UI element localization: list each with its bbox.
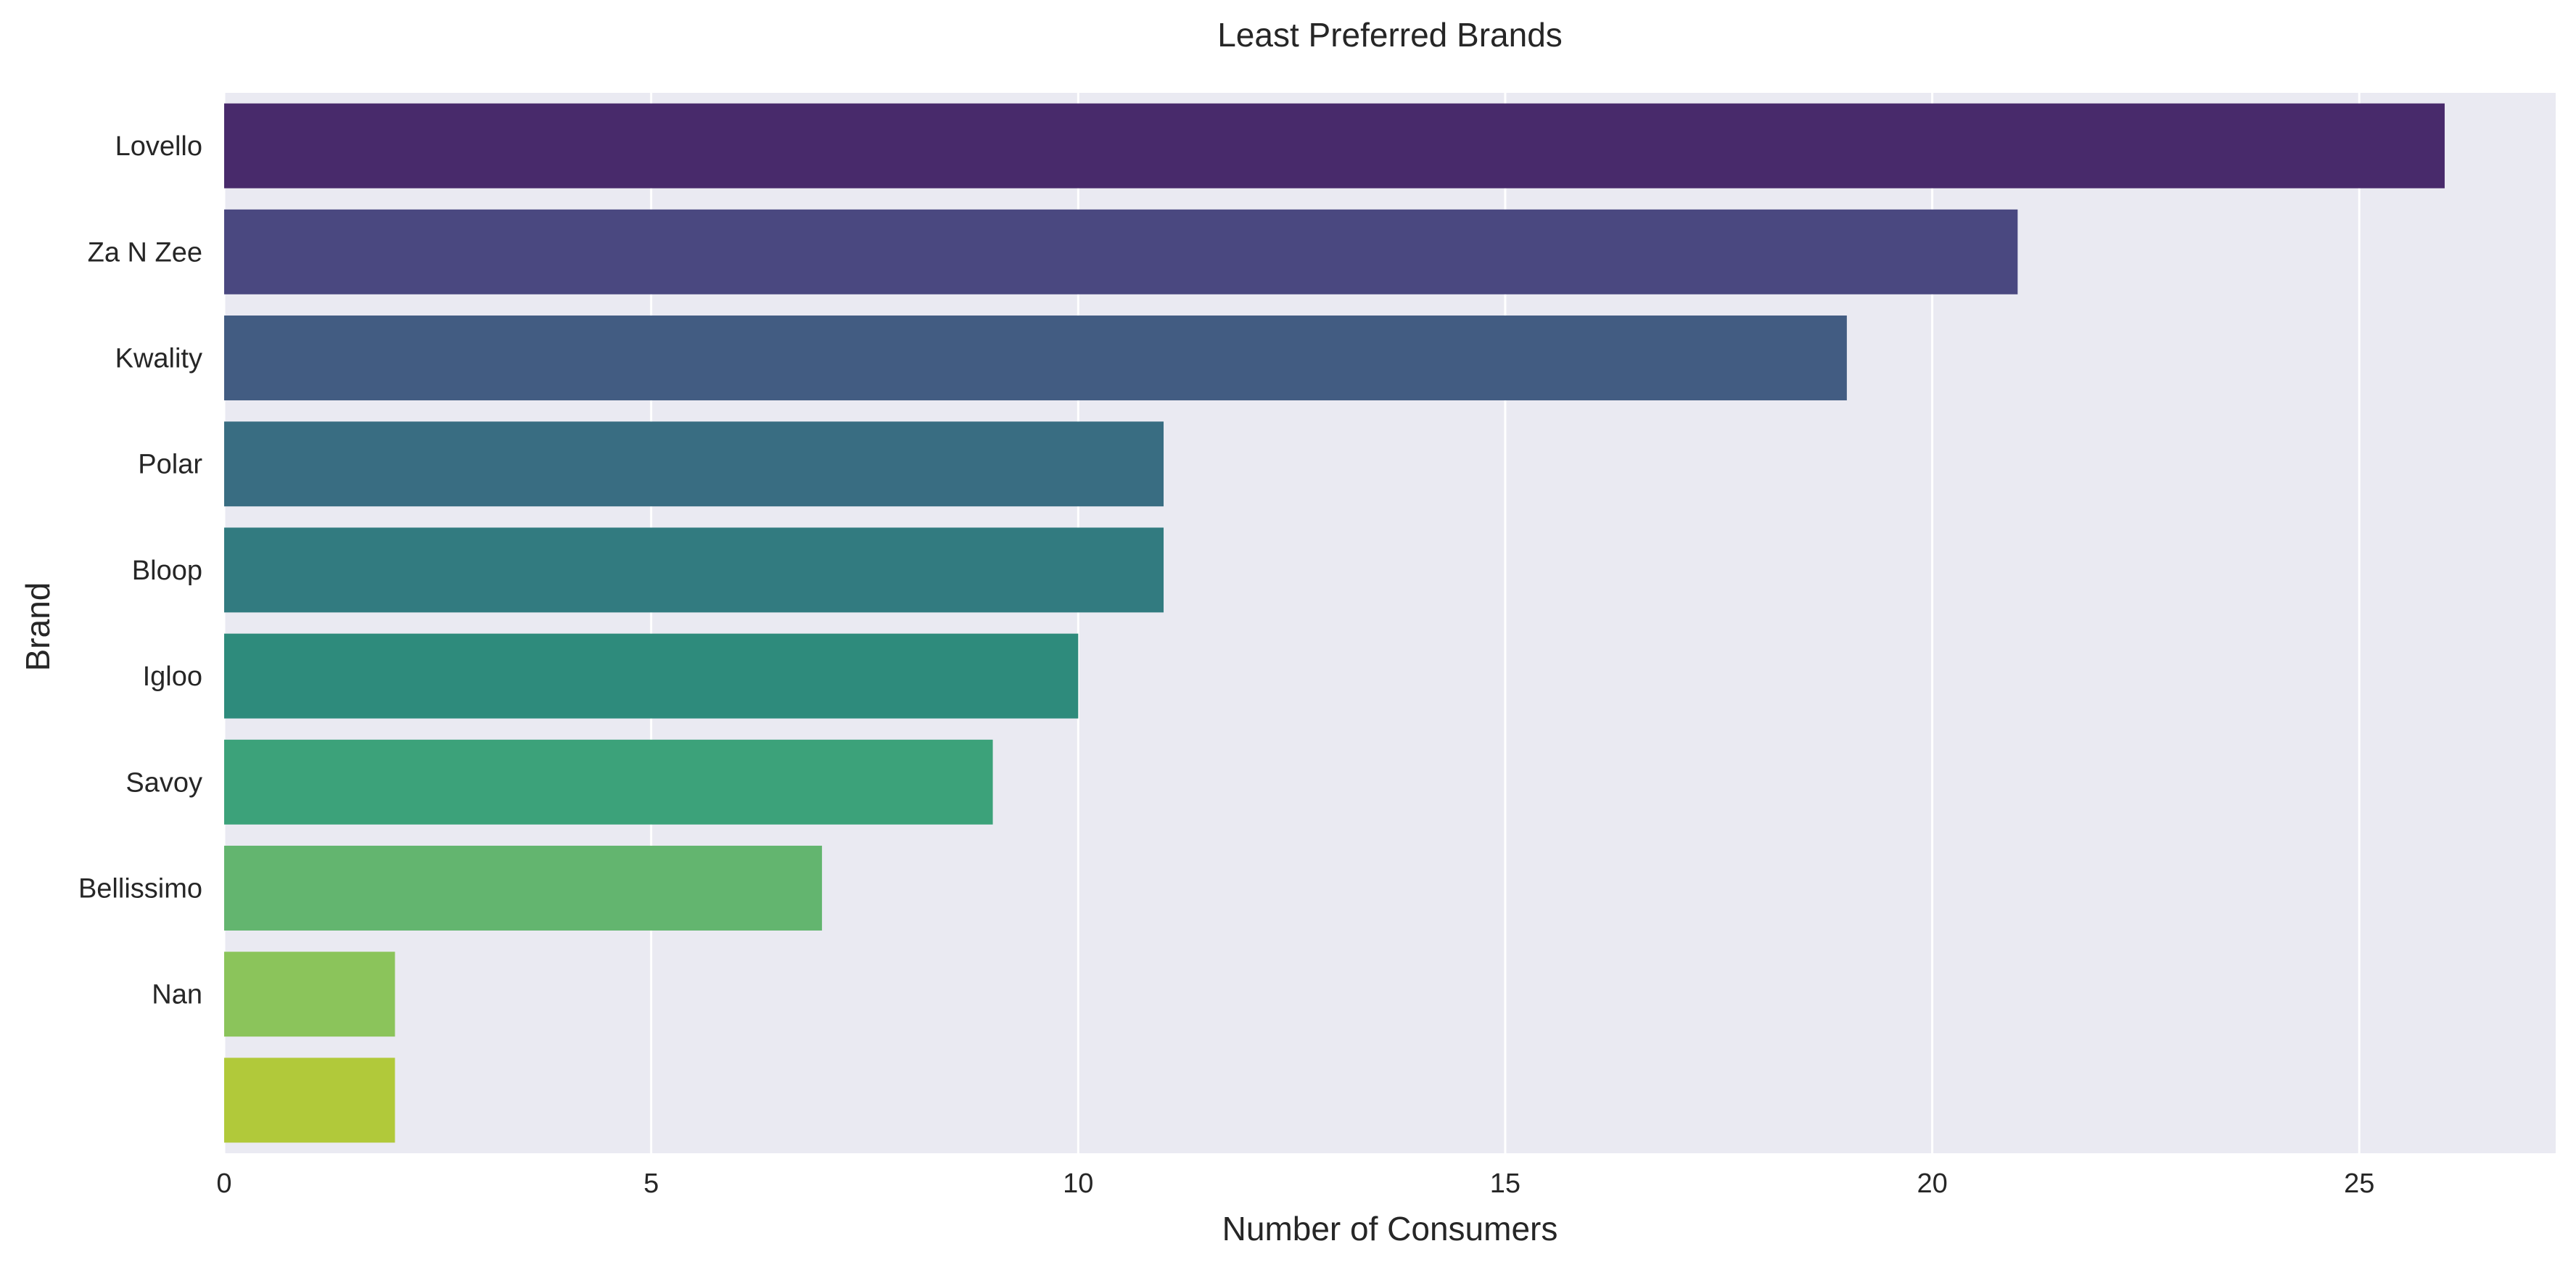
chart-title: Least Preferred Brands [1217, 16, 1563, 54]
y-tick-label: Bellissimo [78, 874, 202, 904]
bar [224, 739, 993, 825]
x-tick-label: 20 [1917, 1168, 1947, 1199]
y-tick-label: Polar [138, 450, 202, 480]
x-axis-label: Number of Consumers [1222, 1210, 1558, 1248]
bar [224, 209, 2018, 294]
bar [224, 633, 1079, 719]
bar [224, 846, 823, 931]
bar [224, 527, 1164, 613]
bars [224, 103, 2445, 1143]
x-tick-label: 15 [1490, 1168, 1521, 1199]
y-tick-label: Kwality [115, 344, 202, 374]
y-axis-label: Brand [19, 582, 57, 672]
x-tick-label: 10 [1063, 1168, 1093, 1199]
bar [224, 1057, 395, 1143]
bar [224, 952, 395, 1037]
bar [224, 316, 1847, 400]
y-tick-label: Bloop [132, 556, 202, 586]
y-tick-label: Za N Zee [88, 237, 202, 268]
y-tick-labels: Lovello Za N Zee Kwality Polar Bloop Igloo Sav… [78, 131, 202, 1010]
y-tick-label: Igloo [143, 661, 202, 692]
x-tick-labels: 0 5 10 15 20 25 [216, 1168, 2374, 1199]
y-tick-label: Lovello [115, 131, 202, 162]
y-tick-label: Savoy [125, 767, 202, 798]
x-tick-label: 0 [216, 1168, 231, 1199]
y-tick-label: Nan [152, 980, 202, 1010]
bar [224, 103, 2445, 189]
bar [224, 421, 1164, 507]
x-tick-label: 25 [2344, 1168, 2374, 1199]
x-tick-label: 5 [643, 1168, 659, 1199]
